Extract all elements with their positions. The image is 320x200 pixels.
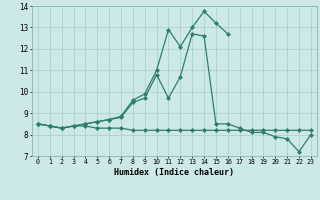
X-axis label: Humidex (Indice chaleur): Humidex (Indice chaleur)	[115, 168, 234, 177]
